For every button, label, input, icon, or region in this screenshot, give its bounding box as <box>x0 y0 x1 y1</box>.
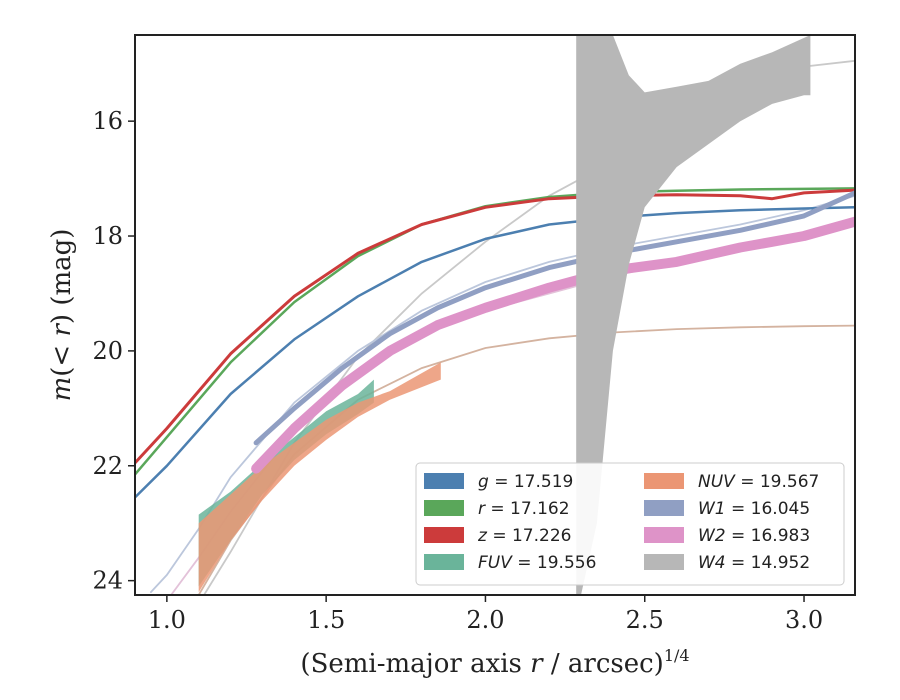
x-tick-label: 3.0 <box>785 606 823 634</box>
x-axis-title: (Semi-major axis r / arcsec)1/4 <box>300 646 689 679</box>
legend-swatch-z <box>424 527 464 543</box>
plot-area <box>135 35 855 595</box>
legend-swatch-g <box>424 473 464 489</box>
legend-swatch-w2 <box>644 527 684 543</box>
legend-swatch-fuv <box>424 554 464 570</box>
y-tick-label: 22 <box>92 452 123 480</box>
legend-box <box>415 462 845 586</box>
x-tick-label: 2.0 <box>466 606 504 634</box>
series-band-w4 <box>576 35 811 595</box>
legend-label-w1: W1 = 16.045 <box>698 499 810 519</box>
legend-label-z: z = 17.226 <box>477 526 571 546</box>
legend-label-w4: W4 = 14.952 <box>698 553 810 573</box>
x-tick-label: 2.5 <box>626 606 664 634</box>
series-line-g <box>135 206 855 499</box>
series-band-nuv <box>198 362 441 593</box>
series-line-z <box>135 188 855 465</box>
y-tick-label: 20 <box>92 337 123 365</box>
legend-swatch-r <box>424 500 464 516</box>
legend-label-nuv: NUV = 19.567 <box>698 472 819 492</box>
legend-label-g: g = 17.519 <box>478 472 573 492</box>
y-tick-label: 24 <box>92 567 123 595</box>
axes: 1.0 1.5 2.0 2.5 3.0 16 18 20 22 24 <box>92 107 823 634</box>
x-tick-label: 1.5 <box>307 606 345 634</box>
x-tick-label: 1.0 <box>148 606 186 634</box>
y-axis-title: m(< r) (mag) <box>47 229 77 402</box>
legend: g = 17.519 r = 17.162 z = 17.226 FUV = 19.5… <box>415 462 845 586</box>
legend-swatch-w1 <box>644 500 684 516</box>
legend-label-w2: W2 = 16.983 <box>698 526 810 546</box>
legend-label-fuv: FUV = 19.556 <box>478 553 596 573</box>
legend-label-r: r = 17.162 <box>478 499 570 519</box>
series-line-w2 <box>251 216 855 474</box>
y-tick-label: 16 <box>92 107 123 135</box>
y-tick-label: 18 <box>92 222 123 250</box>
legend-swatch-nuv <box>644 473 684 489</box>
series-line-w1 <box>253 190 855 446</box>
plot-frame <box>134 34 856 596</box>
legend-swatch-w4 <box>644 554 684 570</box>
